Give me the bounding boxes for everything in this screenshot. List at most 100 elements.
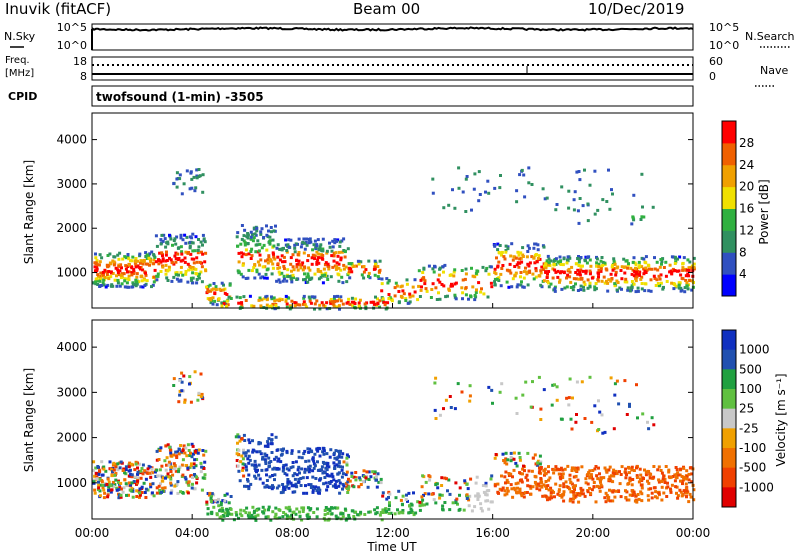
- range-gate-cell: [201, 243, 204, 247]
- range-gate-cell: [237, 435, 241, 439]
- range-gate-cell: [630, 493, 634, 497]
- range-gate-cell: [331, 245, 335, 249]
- range-gate-cell: [274, 512, 278, 516]
- range-gate-cell: [441, 504, 445, 508]
- range-gate-cell: [164, 253, 168, 257]
- range-gate-cell: [346, 480, 350, 484]
- power-colorbar-frame: [721, 120, 737, 297]
- range-gate-cell: [127, 493, 130, 497]
- range-gate-cell: [537, 471, 541, 475]
- range-gate-cell: [504, 470, 508, 474]
- range-gate-cell: [229, 507, 233, 511]
- range-gate-cell: [661, 287, 665, 291]
- range-gate-cell: [265, 468, 269, 472]
- range-gate-cell: [102, 496, 106, 500]
- range-gate-cell: [195, 168, 199, 172]
- range-gate-cell: [507, 285, 511, 289]
- nsearch-label: N.Search: [745, 30, 795, 43]
- range-gate-cell: [332, 259, 336, 263]
- range-gate-cell: [669, 487, 672, 491]
- range-gate-cell: [169, 491, 173, 495]
- range-gate-cell: [615, 472, 619, 476]
- range-gate-cell: [493, 283, 497, 287]
- range-gate-cell: [479, 506, 483, 510]
- range-gate-cell: [118, 486, 122, 490]
- range-gate-cell: [551, 267, 555, 271]
- range-gate-cell: [197, 238, 200, 241]
- range-gate-cell: [344, 518, 348, 522]
- range-gate-cell: [560, 495, 564, 499]
- range-gate-cell: [126, 254, 130, 258]
- range-gate-cell: [167, 268, 171, 272]
- range-gate-cell: [578, 493, 582, 497]
- range-gate-cell: [299, 477, 303, 480]
- range-gate-cell: [568, 270, 572, 274]
- range-gate-cell: [444, 295, 448, 299]
- range-gate-cell: [610, 277, 614, 281]
- range-gate-cell: [365, 470, 369, 474]
- range-gate-cell: [357, 301, 361, 305]
- range-gate-cell: [528, 261, 532, 265]
- range-gate-cell: [108, 252, 112, 256]
- range-gate-cell: [309, 240, 313, 244]
- range-gate-cell: [418, 504, 422, 508]
- range-gate-cell: [319, 269, 323, 273]
- range-gate-cell: [364, 268, 368, 272]
- range-gate-cell: [263, 276, 267, 280]
- range-gate-cell: [550, 496, 553, 500]
- range-gate-cell: [551, 383, 555, 387]
- range-gate-cell: [123, 285, 127, 289]
- range-gate-cell: [311, 253, 315, 257]
- range-gate-cell: [306, 506, 310, 510]
- range-gate-cell: [323, 513, 327, 517]
- range-gate-cell: [394, 496, 398, 500]
- range-gate-cell: [401, 494, 405, 498]
- range-gate-cell: [171, 243, 174, 247]
- range-gate-cell: [286, 507, 290, 511]
- range-gate-cell: [271, 467, 275, 471]
- range-gate-cell: [125, 484, 129, 488]
- range-gate-cell: [604, 267, 608, 271]
- range-gate-cell: [285, 302, 289, 306]
- range-gate-cell: [583, 258, 587, 262]
- range-gate-cell: [570, 469, 574, 472]
- range-gate-cell: [524, 380, 528, 384]
- range-gate-cell: [302, 300, 306, 304]
- range-gate-cell: [333, 456, 337, 460]
- range-gate-cell: [151, 482, 155, 486]
- range-gate-cell: [387, 279, 391, 282]
- range-gate-cell: [302, 302, 305, 306]
- range-gate-cell: [400, 295, 404, 299]
- range-gate-cell: [605, 200, 609, 203]
- velocity-frame: [91, 319, 694, 520]
- y-tick-label: 2000: [56, 221, 87, 235]
- range-gate-cell: [659, 281, 663, 285]
- range-gate-cell: [515, 285, 519, 289]
- range-gate-cell: [127, 278, 131, 282]
- range-gate-cell: [362, 475, 366, 479]
- range-gate-cell: [532, 256, 536, 260]
- range-gate-cell: [634, 494, 638, 498]
- range-gate-cell: [252, 266, 256, 270]
- range-gate-cell: [544, 263, 548, 267]
- range-gate-cell: [366, 485, 370, 489]
- range-gate-cell: [604, 468, 608, 472]
- range-gate-cell: [359, 260, 363, 264]
- range-gate-cell: [620, 287, 623, 291]
- range-gate-cell: [110, 283, 114, 287]
- range-gate-cell: [180, 380, 184, 384]
- range-gate-cell: [558, 468, 562, 472]
- range-gate-cell: [213, 499, 217, 503]
- range-gate-cell: [201, 190, 205, 194]
- range-gate-cell: [183, 256, 187, 260]
- range-gate-cell: [101, 486, 105, 489]
- range-gate-cell: [581, 269, 585, 273]
- range-gate-cell: [419, 278, 423, 282]
- range-gate-cell: [442, 270, 445, 274]
- range-gate-cell: [669, 490, 673, 494]
- range-gate-cell: [566, 464, 570, 468]
- range-gate-cell: [102, 488, 106, 492]
- range-gate-cell: [504, 244, 508, 248]
- range-gate-cell: [618, 286, 622, 290]
- range-gate-cell: [300, 518, 304, 522]
